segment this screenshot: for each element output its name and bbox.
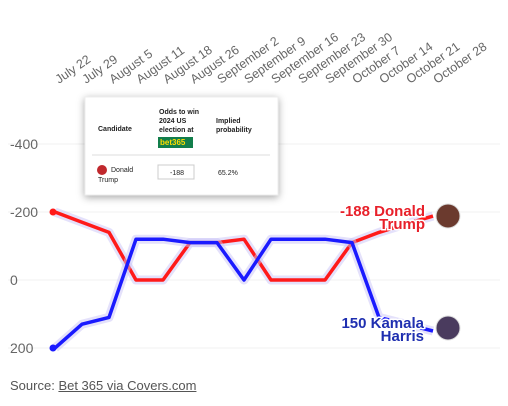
inset-cell: -188 xyxy=(170,170,184,177)
inset-header: Implied xyxy=(216,118,241,125)
inset-header: Candidate xyxy=(98,126,132,133)
inset-header: Odds to win xyxy=(159,109,199,116)
annotation: Harris xyxy=(381,328,424,345)
inset-header: bet365 xyxy=(160,138,186,147)
party-icon xyxy=(97,165,107,175)
source-link[interactable]: Bet 365 via Covers.com xyxy=(58,378,197,393)
avatar xyxy=(435,315,461,341)
odds-box xyxy=(157,164,195,180)
annotation: 150 Kamala xyxy=(341,315,424,332)
annotation: -188 Donald xyxy=(340,203,425,220)
inset-cell: 65.2% xyxy=(218,170,238,177)
avatar xyxy=(435,203,461,229)
y-tick-label: 200 xyxy=(10,340,34,356)
source-prefix: Source: xyxy=(10,378,55,393)
series-line xyxy=(53,237,434,350)
inset-header: probability xyxy=(216,127,252,134)
end-point xyxy=(49,208,57,216)
source: Source: Bet 365 via Covers.com xyxy=(10,378,196,393)
series-glow xyxy=(53,207,435,285)
inset-cell: Trump xyxy=(98,177,118,184)
end-point xyxy=(49,344,57,352)
series-line xyxy=(54,210,434,282)
annotation: Trump xyxy=(379,216,425,233)
y-tick-label: -200 xyxy=(10,204,38,220)
bet365-badge xyxy=(158,137,193,148)
y-tick-label: -400 xyxy=(10,136,38,152)
inset: Candidate Odds to win 2024 US election at be… xyxy=(84,96,279,196)
inset-header: election at xyxy=(159,127,194,134)
inset-header: 2024 US xyxy=(159,118,187,125)
inset-cell: Donald xyxy=(111,167,133,174)
y-tick-label: 0 xyxy=(10,272,18,288)
